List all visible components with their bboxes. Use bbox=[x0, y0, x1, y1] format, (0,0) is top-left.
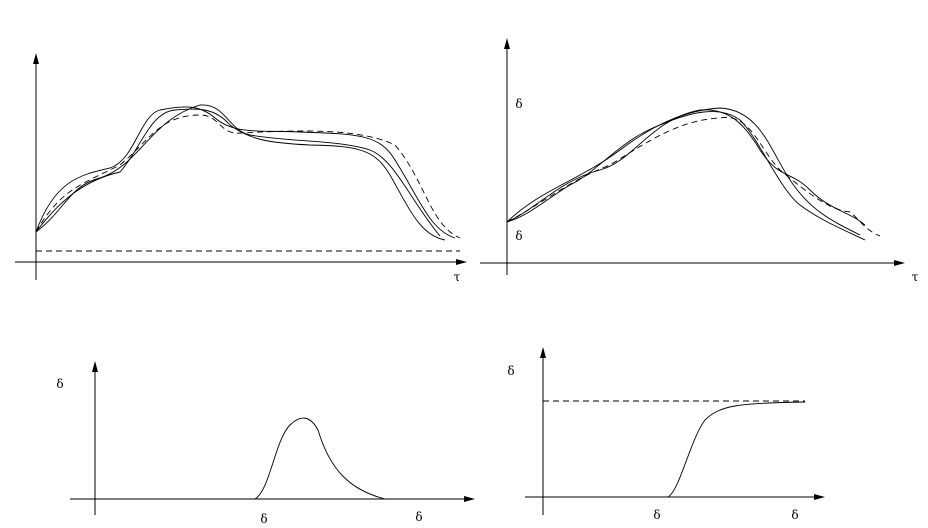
arrowhead bbox=[504, 38, 510, 49]
arrowhead bbox=[92, 361, 98, 372]
label: δ bbox=[507, 364, 514, 378]
panel-top-left: τ bbox=[15, 53, 467, 284]
arrowhead bbox=[464, 496, 475, 502]
arrowhead bbox=[814, 494, 825, 500]
panel-bottom-left: δ δ δ bbox=[56, 361, 475, 526]
arrowhead bbox=[456, 259, 467, 265]
arrowhead bbox=[540, 347, 546, 358]
label: τ bbox=[454, 270, 461, 284]
label: δ bbox=[515, 97, 522, 111]
label: δ bbox=[56, 377, 63, 391]
curve-mean bbox=[506, 117, 881, 237]
arrowhead bbox=[33, 53, 39, 64]
label: δ bbox=[515, 229, 522, 243]
curve bbox=[506, 109, 866, 226]
label: δ bbox=[415, 510, 422, 524]
label: δ bbox=[260, 512, 267, 526]
curve-mean bbox=[35, 114, 461, 239]
curve bbox=[35, 106, 456, 239]
curve bbox=[254, 417, 386, 500]
label: δ bbox=[791, 508, 798, 522]
label: τ bbox=[912, 270, 919, 284]
curve bbox=[667, 401, 806, 498]
curve bbox=[35, 104, 441, 237]
curve bbox=[506, 107, 861, 236]
arrowhead bbox=[894, 260, 905, 266]
panel-top-right: δ δ τ bbox=[480, 38, 919, 284]
label: δ bbox=[653, 508, 660, 522]
curve bbox=[35, 108, 446, 241]
curve bbox=[506, 111, 866, 241]
panel-bottom-right: δ δ δ bbox=[507, 347, 825, 522]
